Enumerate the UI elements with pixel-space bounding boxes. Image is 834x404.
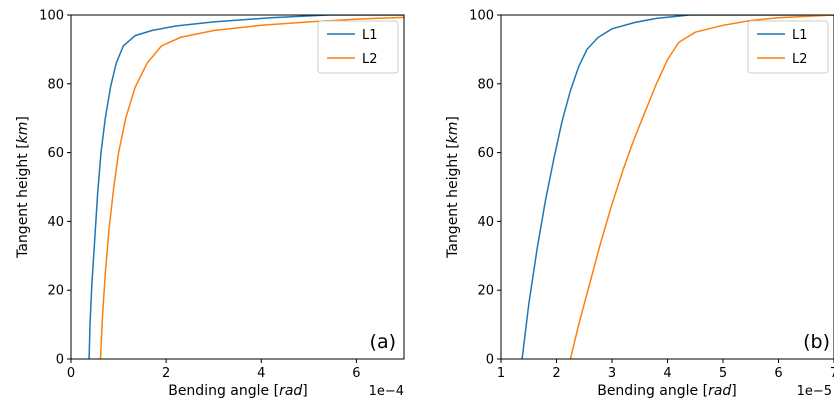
y-tick-label: 100 <box>39 9 64 24</box>
legend-b-l1-label: L1 <box>792 28 808 43</box>
panel-b: 1 2 3 4 5 6 7 0 20 40 60 80 100 Bending angle [rad]… <box>445 9 834 399</box>
y-tick-label: 60 <box>477 146 494 161</box>
panel-a-letter: (a) <box>370 331 396 353</box>
panel-a-legend: L1 L2 <box>317 20 399 74</box>
series-line-l1 <box>521 15 834 359</box>
y-tick-label: 40 <box>477 215 494 230</box>
y-tick-label: 60 <box>47 146 64 161</box>
legend-a-l1-label: L1 <box>362 28 378 43</box>
y-tick-label: 40 <box>47 215 64 230</box>
series-line-l2 <box>569 15 834 359</box>
x-tick-label: 0 <box>67 366 75 381</box>
x-tick-label: 6 <box>352 366 360 381</box>
y-tick-label: 80 <box>477 77 494 92</box>
x-tick-label: 5 <box>719 366 727 381</box>
legend-a-l2-label: L2 <box>362 52 378 67</box>
series-line-l1 <box>88 15 404 359</box>
panel-b-offset-text: 1e−5 <box>797 384 832 399</box>
panel-b-yticks: 0 20 40 60 80 100 <box>469 9 501 368</box>
panel-a-offset-text: 1e−4 <box>369 384 404 399</box>
y-tick-label: 0 <box>486 353 494 368</box>
panel-a-xticks: 0 2 4 6 <box>67 359 361 381</box>
panel-a: 0 2 4 6 0 20 40 60 80 100 Bending angle [rad] Ta… <box>15 9 405 399</box>
x-tick-label: 3 <box>608 366 616 381</box>
y-tick-label: 100 <box>469 9 494 24</box>
y-tick-label: 20 <box>47 284 64 299</box>
series-line-l2 <box>99 16 404 359</box>
y-tick-label: 80 <box>47 77 64 92</box>
panel-a-frame <box>70 14 405 360</box>
panel-a-yticks: 0 20 40 60 80 100 <box>39 9 71 368</box>
panel-a-ylabel: Tangent height [km] <box>15 116 31 259</box>
x-tick-label: 2 <box>162 366 170 381</box>
panel-a-lines <box>88 15 404 359</box>
x-tick-label: 7 <box>830 366 834 381</box>
panel-b-lines <box>521 15 834 359</box>
panel-b-xlabel: Bending angle [rad] <box>597 383 737 399</box>
y-tick-label: 20 <box>477 284 494 299</box>
legend-b-l2-label: L2 <box>792 52 808 67</box>
y-tick-label: 0 <box>56 353 64 368</box>
x-tick-label: 4 <box>663 366 671 381</box>
panel-b-ylabel: Tangent height [km] <box>445 116 461 259</box>
x-tick-label: 2 <box>552 366 560 381</box>
x-tick-label: 1 <box>497 366 505 381</box>
panel-a-xlabel: Bending angle [rad] <box>168 383 308 399</box>
x-tick-label: 6 <box>774 366 782 381</box>
panel-b-xticks: 1 2 3 4 5 6 7 <box>497 359 834 381</box>
x-tick-label: 4 <box>257 366 265 381</box>
panel-b-legend: L1 L2 <box>747 20 829 74</box>
panel-b-letter: (b) <box>803 331 830 353</box>
